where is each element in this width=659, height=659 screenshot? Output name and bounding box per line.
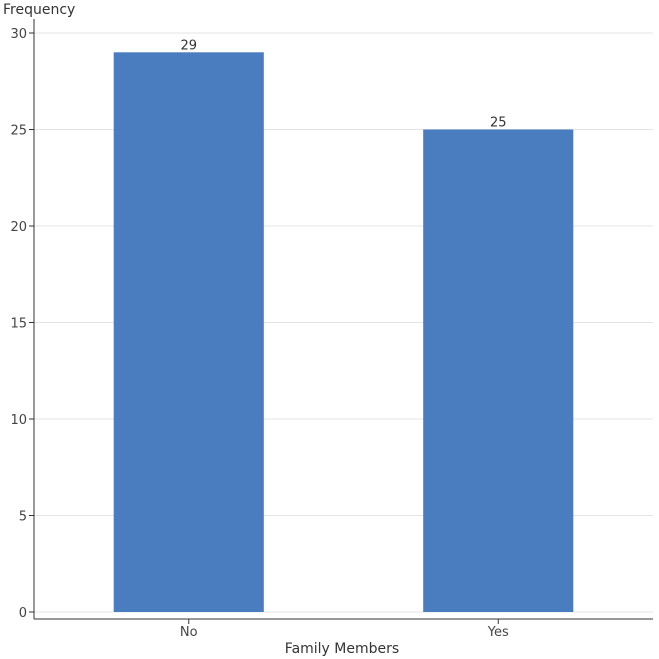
bar-no [113,52,264,613]
y-tick-label: 30 [10,27,27,42]
bar-value-label: 29 [180,38,197,53]
y-tick-label: 10 [10,413,27,428]
data-labels: 29 25 [180,38,506,130]
bar-yes [423,129,574,612]
axes [33,19,653,620]
y-tick-label: 20 [10,220,27,235]
bars [113,52,574,613]
bar-value-label: 25 [490,116,507,131]
y-tick-label: 25 [10,124,27,139]
x-tick-label: Yes [487,625,509,640]
x-ticks: No Yes [180,619,509,640]
y-ticks: 0 5 10 15 20 25 30 [10,27,34,621]
y-tick-label: 15 [10,317,27,332]
y-axis-title: Frequency [3,2,75,18]
y-tick-label: 0 [19,606,27,621]
x-tick-label: No [180,625,198,640]
y-tick-label: 5 [19,510,27,525]
x-axis-title: Family Members [285,641,399,657]
